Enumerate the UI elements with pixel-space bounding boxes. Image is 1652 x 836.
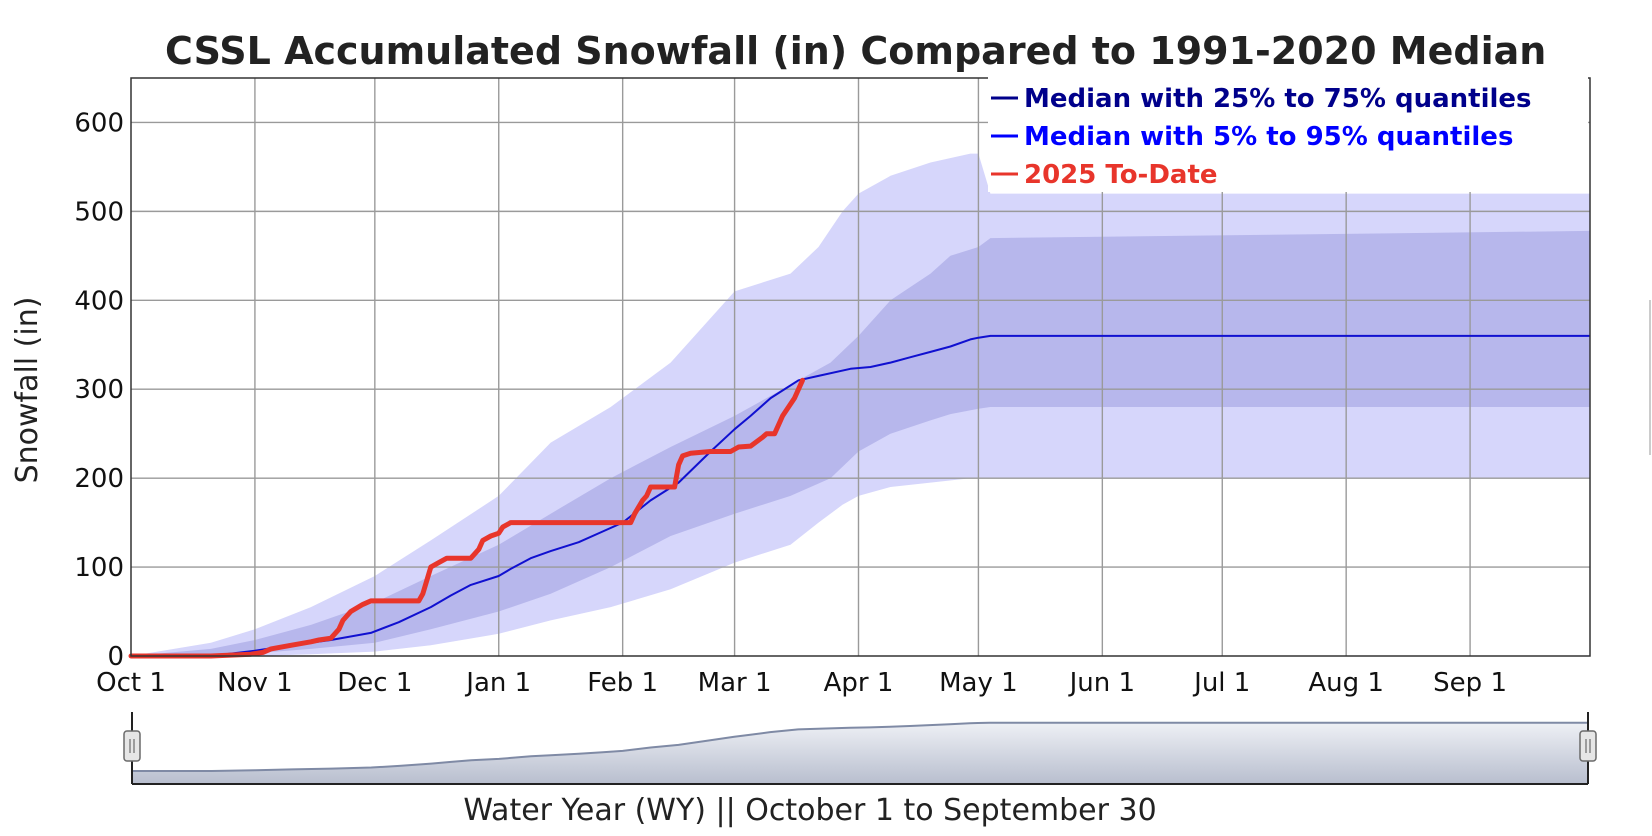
x-tick-label: Apr 1 <box>824 668 894 698</box>
plot-frame <box>130 77 1591 657</box>
x-axis-title: Water Year (WY) || October 1 to Septembe… <box>463 793 1156 828</box>
grid <box>131 78 1590 656</box>
x-tick-label: May 1 <box>939 668 1018 698</box>
y-tick-label: 600 <box>74 108 124 138</box>
x-tick-label: Jul 1 <box>1192 668 1250 698</box>
navigator-right-handle[interactable] <box>1579 730 1597 762</box>
legend-label-2025[interactable]: 2025 To-Date <box>1024 160 1218 190</box>
x-axis: Oct 1 Nov 1 Dec 1 Jan 1 Feb 1 Mar 1 Apr 1 May 1… <box>96 668 1507 698</box>
legend-label-median-25-75[interactable]: Median with 25% to 75% quantiles <box>1024 84 1532 114</box>
range-navigator[interactable] <box>123 712 1597 785</box>
band-25-75 <box>131 230 1590 656</box>
series-lines <box>128 334 1590 659</box>
x-tick-label: Aug 1 <box>1308 668 1384 698</box>
legend-background <box>988 76 1588 192</box>
navigator-area <box>132 722 1588 783</box>
x-tick-label: Jan 1 <box>464 668 531 698</box>
y-tick-label: 200 <box>74 464 124 494</box>
quantile-bands <box>131 153 1590 656</box>
y-tick-label: 300 <box>74 375 124 405</box>
y-tick-label: 400 <box>74 286 124 316</box>
x-tick-label: Mar 1 <box>698 668 772 698</box>
legend-label-median-5-95[interactable]: Median with 5% to 95% quantiles <box>1024 122 1513 152</box>
x-tick-label: Feb 1 <box>587 668 658 698</box>
y-tick-label: 100 <box>74 553 124 583</box>
x-tick-label: Jun 1 <box>1068 668 1135 698</box>
x-tick-label: Sep 1 <box>1433 668 1507 698</box>
y-axis-title: Snowfall (in) <box>10 297 45 484</box>
y-tick-label: 500 <box>74 197 124 227</box>
x-tick-label: Oct 1 <box>96 668 166 698</box>
legend: Median with 25% to 75% quantiles Median … <box>988 76 1588 192</box>
navigator-left-handle[interactable] <box>123 730 141 762</box>
navigator-line <box>132 721 1588 772</box>
snowfall-2025-line[interactable] <box>128 377 805 659</box>
median-line[interactable] <box>131 334 1590 657</box>
chart-title: CSSL Accumulated Snowfall (in) Compared … <box>165 29 1546 73</box>
x-tick-label: Dec 1 <box>337 668 412 698</box>
x-tick-label: Nov 1 <box>217 668 293 698</box>
y-tick-label: 0 <box>107 642 124 672</box>
y-axis: 0 100 200 300 400 500 600 <box>74 108 124 672</box>
